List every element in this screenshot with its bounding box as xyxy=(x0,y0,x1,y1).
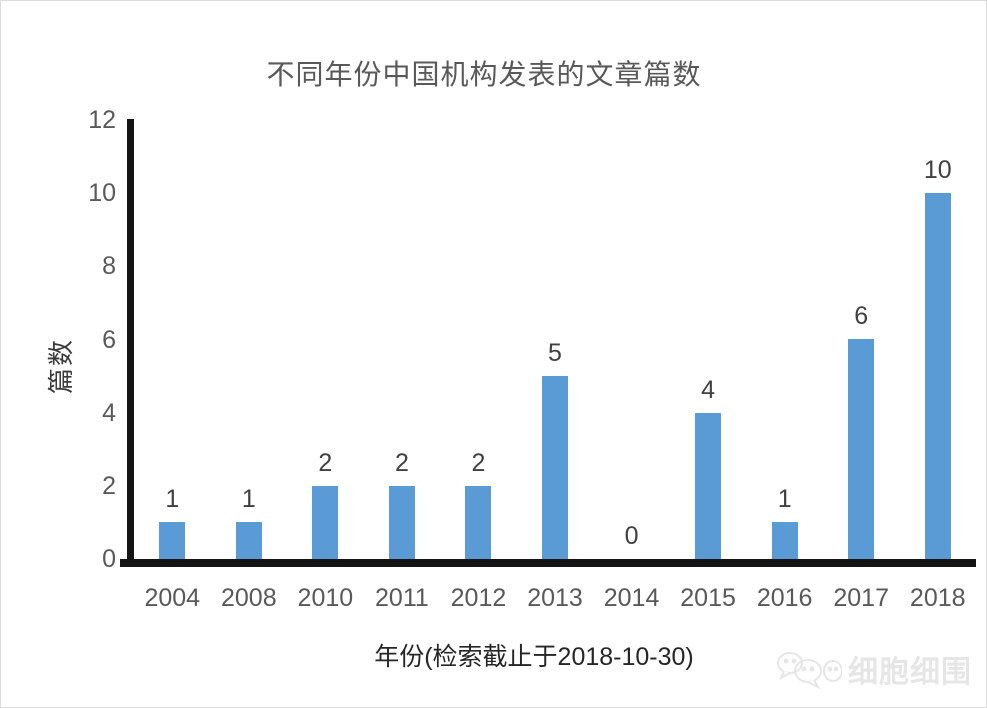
x-axis-tick-label: 2015 xyxy=(680,584,736,612)
bar-2004 xyxy=(159,522,186,559)
x-axis-tick-label: 2018 xyxy=(909,584,966,612)
x-axis-tick-label: 2013 xyxy=(527,584,583,612)
x-axis-tick-label: 2004 xyxy=(144,584,201,612)
bar-value-label: 1 xyxy=(165,485,180,513)
bar-group-2013: 5 xyxy=(517,120,594,559)
bar-2013 xyxy=(542,376,568,559)
bar-group-2016: 1 xyxy=(746,120,823,559)
wechat-icon xyxy=(776,647,842,691)
bar-2016 xyxy=(771,522,798,559)
y-axis-tick-label: 12 xyxy=(88,106,116,134)
bar-value-label: 1 xyxy=(241,485,256,513)
bar-value-label: 6 xyxy=(854,302,869,330)
bar-group-2010: 2 xyxy=(287,120,364,559)
bar-2017 xyxy=(848,339,875,559)
bar-value-label: 5 xyxy=(548,339,562,367)
chart-title: 不同年份中国机构发表的文章篇数 xyxy=(266,59,702,90)
bar-2010 xyxy=(312,486,339,559)
x-axis-tick-labels: 2004 2008 2010 2011 2012 2013 2014 2015 2016 2017… xyxy=(134,584,976,613)
y-axis-line xyxy=(127,119,134,567)
y-axis-tick-label: 4 xyxy=(102,398,116,427)
x-axis-tick-label: 2014 xyxy=(603,584,660,612)
bar-value-label: 0 xyxy=(624,522,639,550)
bar-group-2017: 6 xyxy=(823,120,900,559)
bar-group-2015: 4 xyxy=(670,120,747,559)
bar-2008 xyxy=(235,522,262,559)
x-axis-title: 年份(检索截止于2018-10-30) xyxy=(374,643,694,671)
x-axis-tick-label: 2016 xyxy=(756,584,813,612)
x-axis-tick-label: 2011 xyxy=(375,584,429,612)
x-axis-tick-label: 2017 xyxy=(833,584,889,612)
y-axis-tick-label: 0 xyxy=(102,545,116,573)
bar-value-label: 2 xyxy=(471,449,486,477)
bar-group-2014: 0 xyxy=(593,120,670,559)
bar-2018 xyxy=(924,193,951,559)
bar-group-2012: 2 xyxy=(440,120,517,559)
y-axis-tick-label: 8 xyxy=(102,252,116,281)
bar-group-2004: 1 xyxy=(134,120,211,559)
y-axis-tick-label: 10 xyxy=(88,179,116,208)
x-axis-tick-label: 2010 xyxy=(297,584,354,612)
x-axis-line xyxy=(120,559,976,567)
bar-value-label: 10 xyxy=(923,156,952,184)
bar-value-label: 2 xyxy=(318,449,333,477)
bar-2012 xyxy=(465,486,492,559)
watermark: 细胞细围 xyxy=(776,647,972,691)
x-axis-tick-label: 2008 xyxy=(221,584,277,612)
y-axis-tick-label: 2 xyxy=(102,471,116,500)
x-axis-tick-label: 2012 xyxy=(450,584,507,612)
bar-group-2011: 2 xyxy=(364,120,441,559)
bar-group-2018: 10 xyxy=(899,120,976,559)
watermark-text: 细胞细围 xyxy=(848,656,972,689)
bar-value-label: 1 xyxy=(777,485,792,513)
y-axis-tick-label: 6 xyxy=(102,325,116,354)
bar-value-label: 4 xyxy=(701,376,716,404)
bar-2015 xyxy=(695,413,722,559)
bar-group-2008: 1 xyxy=(211,120,288,559)
bar-2011 xyxy=(388,486,415,559)
plot-area: 1 1 2 2 2 5 0 4 1 6 10 xyxy=(134,120,976,559)
bar-value-label: 2 xyxy=(394,449,409,477)
